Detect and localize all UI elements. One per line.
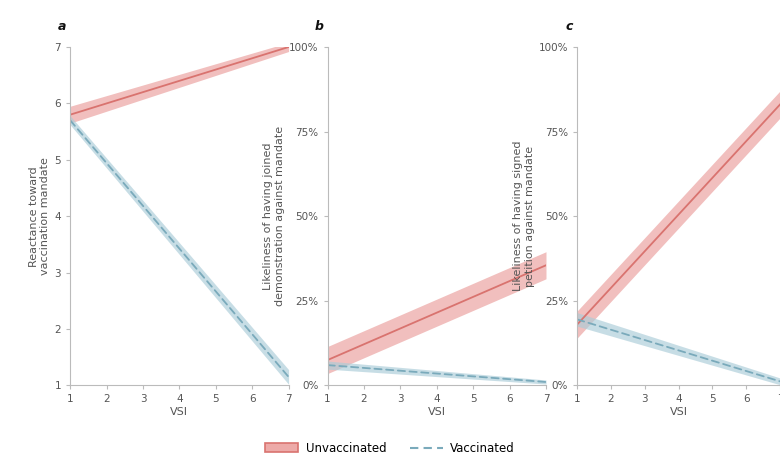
- X-axis label: VSI: VSI: [427, 407, 446, 417]
- X-axis label: VSI: VSI: [669, 407, 688, 417]
- Y-axis label: Likeliness of having joined
demonstration against mandate: Likeliness of having joined demonstratio…: [264, 126, 285, 306]
- Text: c: c: [566, 21, 573, 33]
- Y-axis label: Likeliness of having signed
petition against mandate: Likeliness of having signed petition aga…: [513, 141, 534, 291]
- Legend: Unvaccinated, Vaccinated: Unvaccinated, Vaccinated: [261, 437, 519, 459]
- X-axis label: VSI: VSI: [170, 407, 189, 417]
- Text: a: a: [58, 21, 66, 33]
- Text: b: b: [314, 21, 323, 33]
- Y-axis label: Reactance toward
vaccination mandate: Reactance toward vaccination mandate: [29, 157, 51, 275]
